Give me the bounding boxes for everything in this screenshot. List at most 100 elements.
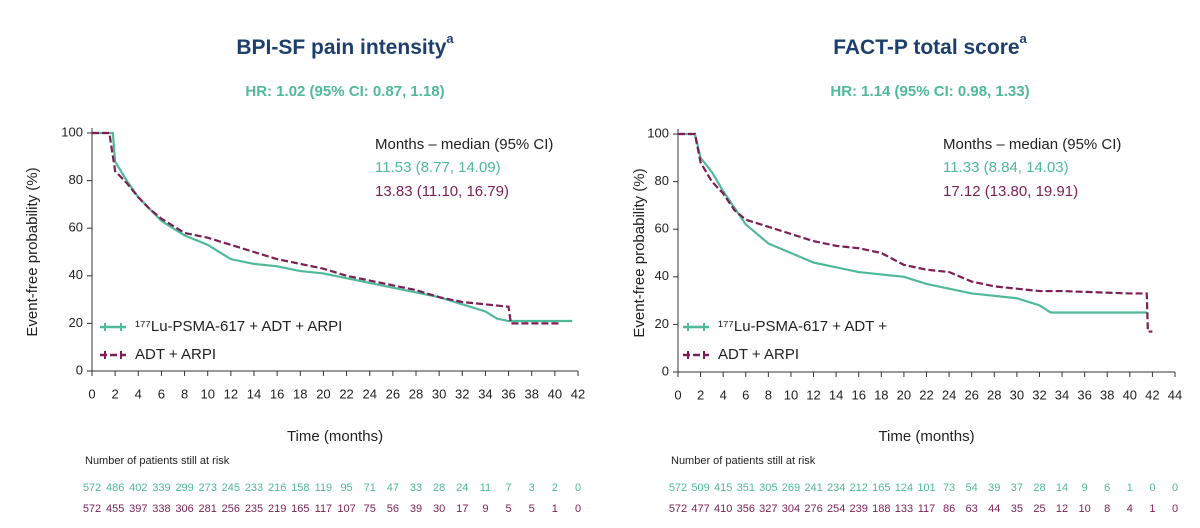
at-risk-label: Number of patients still at risk (85, 455, 230, 467)
at-risk-count: 0 (1172, 482, 1178, 494)
at-risk-count: 304 (782, 503, 800, 515)
at-risk-count: 33 (410, 482, 422, 494)
at-risk-count: 28 (433, 482, 445, 494)
at-risk-count: 188 (872, 503, 890, 515)
at-risk-count: 0 (575, 482, 581, 494)
at-risk-count: 63 (966, 503, 978, 515)
y-tick-label: 20 (69, 315, 83, 330)
at-risk-count: 239 (850, 503, 868, 515)
y-tick-label: 20 (655, 316, 669, 331)
x-tick-label: 0 (674, 387, 681, 402)
x-tick-label: 24 (362, 386, 376, 401)
at-risk-count: 410 (714, 503, 732, 515)
at-risk-count: 12 (1056, 503, 1068, 515)
at-risk-count: 117 (315, 503, 333, 515)
at-risk-count: 39 (988, 482, 1000, 494)
at-risk-count: 455 (106, 503, 124, 515)
at-risk-count: 276 (804, 503, 822, 515)
x-tick-label: 36 (501, 386, 515, 401)
y-axis-label: Event-free probability (%) (631, 168, 648, 337)
x-tick-label: 6 (742, 387, 749, 402)
x-tick-label: 38 (1100, 387, 1114, 402)
at-risk-count: 269 (782, 482, 800, 494)
km-curve (678, 132, 1153, 333)
at-risk-count: 235 (245, 503, 263, 515)
x-tick-label: 40 (548, 386, 562, 401)
x-tick-label: 4 (135, 386, 142, 401)
at-risk-count: 25 (1033, 503, 1045, 515)
at-risk-count: 486 (106, 482, 124, 494)
x-tick-label: 22 (339, 386, 353, 401)
at-risk-count: 6 (1104, 482, 1110, 494)
at-risk-count: 71 (364, 482, 376, 494)
at-risk-count: 305 (759, 482, 777, 494)
at-risk-count: 107 (337, 503, 355, 515)
at-risk-count: 14 (1056, 482, 1068, 494)
at-risk-count: 8 (1104, 503, 1110, 515)
x-tick-label: 40 (1123, 387, 1137, 402)
chart-title: FACT-P total scorea (833, 31, 1027, 58)
median-label: 17.12 (13.80, 19.91) (943, 183, 1078, 200)
x-tick-label: 8 (765, 387, 772, 402)
legend-label: ADT + ARPI (718, 346, 799, 363)
at-risk-count: 5 (529, 503, 535, 515)
at-risk-count: 17 (456, 503, 468, 515)
at-risk-count: 39 (410, 503, 422, 515)
y-tick-label: 100 (647, 125, 669, 140)
at-risk-count: 0 (575, 503, 581, 515)
at-risk-count: 306 (175, 503, 193, 515)
at-risk-count: 212 (850, 482, 868, 494)
x-tick-label: 32 (455, 386, 469, 401)
x-tick-label: 28 (409, 386, 423, 401)
x-tick-label: 8 (181, 386, 188, 401)
y-tick-label: 0 (76, 362, 83, 377)
at-risk-count: 95 (340, 482, 352, 494)
x-tick-label: 14 (247, 386, 261, 401)
at-risk-count: 11 (480, 482, 491, 494)
at-risk-count: 0 (1149, 482, 1155, 494)
at-risk-count: 75 (364, 503, 376, 515)
at-risk-count: 124 (895, 482, 913, 494)
x-tick-label: 34 (478, 386, 492, 401)
title-note: a (1020, 31, 1028, 46)
x-tick-label: 0 (88, 386, 95, 401)
x-tick-label: 44 (1168, 387, 1182, 402)
x-tick-label: 16 (270, 386, 284, 401)
at-risk-count: 397 (129, 503, 147, 515)
x-tick-label: 42 (571, 386, 585, 401)
km-curve (678, 132, 1147, 314)
at-risk-count: 3 (529, 482, 535, 494)
x-tick-label: 2 (112, 386, 119, 401)
at-risk-count: 73 (943, 482, 955, 494)
at-risk-count: 1 (1149, 503, 1155, 515)
at-risk-count: 233 (245, 482, 263, 494)
at-risk-count: 281 (199, 503, 217, 515)
at-risk-count: 56 (387, 503, 399, 515)
x-tick-label: 24 (942, 387, 956, 402)
x-tick-label: 14 (829, 387, 843, 402)
at-risk-count: 165 (872, 482, 890, 494)
at-risk-count: 1 (552, 503, 558, 515)
at-risk-count: 30 (433, 503, 445, 515)
title-text: BPI-SF pain intensity (236, 36, 446, 59)
legend-label: ¹⁷⁷Lu-PSMA-617 + ADT + (718, 318, 887, 335)
x-tick-label: 18 (874, 387, 888, 402)
at-risk-count: 117 (918, 503, 936, 515)
at-risk-count: 273 (199, 482, 217, 494)
x-tick-label: 28 (987, 387, 1001, 402)
annotation: Months – median (95% CI) (943, 136, 1121, 153)
y-tick-label: 40 (69, 267, 83, 282)
at-risk-count: 1 (1127, 482, 1133, 494)
at-risk-count: 415 (714, 482, 732, 494)
x-tick-label: 18 (293, 386, 307, 401)
subtitle: HR: 1.14 (95% CI: 0.98, 1.33) (830, 83, 1029, 100)
at-risk-count: 338 (152, 503, 170, 515)
at-risk-count: 133 (895, 503, 913, 515)
x-axis-label: Time (months) (287, 428, 383, 445)
legend-label: ADT + ARPI (135, 346, 216, 363)
at-risk-count: 572 (669, 503, 687, 515)
chart-title: BPI-SF pain intensitya (236, 31, 454, 58)
x-tick-label: 2 (697, 387, 704, 402)
at-risk-count: 158 (291, 482, 309, 494)
at-risk-count: 219 (268, 503, 286, 515)
